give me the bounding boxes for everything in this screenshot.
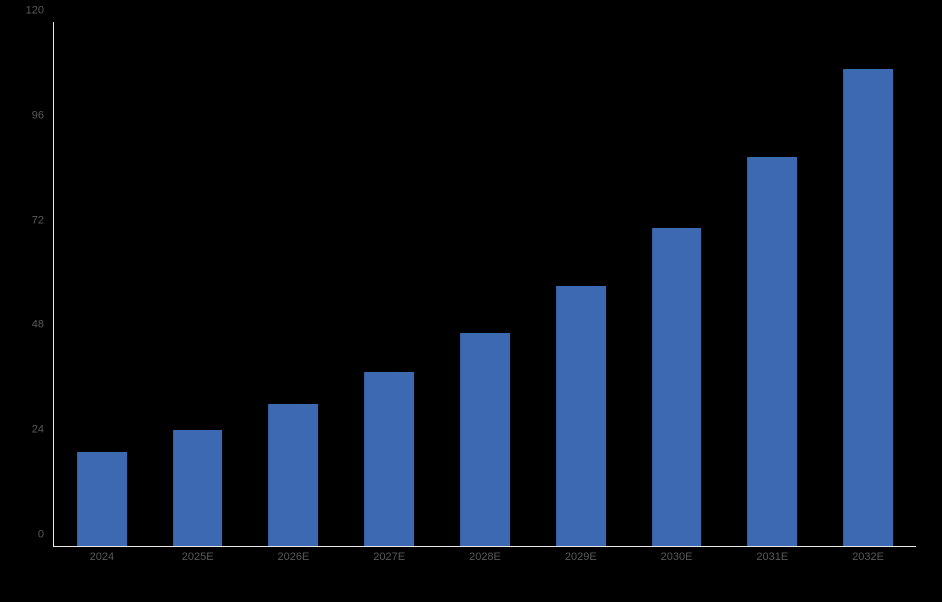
bar	[172, 429, 223, 546]
y-axis-tick-label: 24	[31, 423, 44, 436]
category-slot: 2026E	[246, 22, 342, 563]
category-slot: 2032E	[820, 22, 916, 563]
x-axis-tick-label: 2024	[89, 551, 115, 563]
bar	[555, 286, 606, 546]
category-slot: 2031E	[724, 22, 820, 563]
y-axis-tick-label: 48	[31, 318, 44, 331]
category-slot: 2027E	[341, 22, 437, 563]
x-axis-tick-label: 2031E	[756, 551, 789, 563]
x-axis-tick-label: 2025E	[181, 551, 214, 563]
category-slot: 2028E	[437, 22, 533, 563]
category-slot: 2029E	[533, 22, 629, 563]
x-axis-tick-label: 2026E	[277, 551, 310, 563]
y-axis-tick-label: 120	[25, 4, 44, 17]
y-axis-tick-label: 96	[31, 109, 44, 122]
category-slot: 2030E	[629, 22, 725, 563]
y-axis-tick-label: 0	[37, 528, 44, 541]
bar	[747, 156, 798, 546]
x-axis-tick-label: 2032E	[852, 551, 884, 563]
x-axis-tick-label: 2029E	[564, 551, 597, 563]
y-axis-tick-label: 72	[31, 214, 44, 227]
x-axis-tick-label: 2028E	[469, 551, 501, 563]
bar	[364, 372, 415, 546]
bar	[76, 451, 127, 546]
x-axis-tick-label: 2027E	[373, 551, 406, 563]
plot-area: 0 24 48 72 96 120 2024 2025E 2026E 2027E 2028E 2029…	[26, 5, 916, 563]
category-slot: 2025E	[150, 22, 246, 563]
bar	[843, 69, 893, 546]
bar	[651, 228, 702, 546]
bar	[268, 404, 319, 546]
bar	[460, 333, 510, 546]
x-axis-tick-label: 2030E	[660, 551, 693, 563]
category-slot: 2024	[54, 22, 150, 563]
